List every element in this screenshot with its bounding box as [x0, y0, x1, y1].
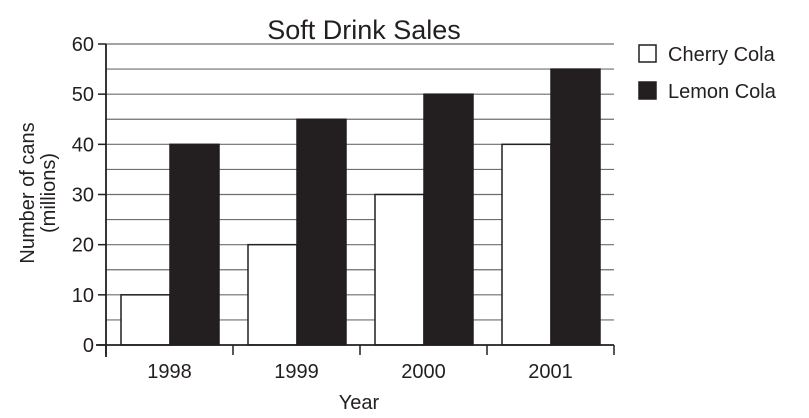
x-tick-label: 2001	[528, 361, 573, 383]
bar-cherry-cola-1999	[247, 243, 298, 346]
bar-cherry-cola-2001	[501, 143, 552, 346]
y-tick-label: 20	[72, 235, 94, 257]
y-tick-label: 0	[83, 335, 94, 357]
bar-lemon-cola-1998	[169, 143, 220, 346]
y-axis-label-line2: (millions)	[38, 153, 60, 233]
bar-lemon-cola-2000	[423, 93, 474, 346]
y-tick-labels: 0 10 20 30 40 50 60	[72, 34, 94, 357]
bar-lemon-cola-2001	[550, 68, 601, 346]
chart-title: Soft Drink Sales	[267, 15, 461, 45]
legend-swatch	[638, 81, 657, 100]
y-tick-label: 50	[72, 84, 94, 106]
bars	[120, 68, 601, 346]
y-tick-label: 10	[72, 285, 94, 307]
x-tick-label: 1999	[274, 361, 319, 383]
x-axis-label: Year	[339, 392, 380, 414]
y-axis-label-line1: Number of cans	[17, 122, 39, 263]
axes	[96, 43, 615, 357]
bar-lemon-cola-1999	[296, 118, 347, 346]
x-tick-label: 2000	[401, 361, 446, 383]
bar-cherry-cola-2000	[374, 193, 425, 346]
y-axis-label: Number of cans (millions)	[17, 122, 60, 263]
legend-swatch	[638, 44, 657, 63]
y-tick-label: 40	[72, 134, 94, 156]
y-tick-label: 30	[72, 185, 94, 207]
legend-label: Lemon Cola	[668, 81, 777, 103]
x-tick-labels: 1998 1999 2000 2001	[147, 361, 573, 383]
legend-label: Cherry Cola	[668, 44, 776, 66]
x-tick-label: 1998	[147, 361, 192, 383]
y-tick-label: 60	[72, 34, 94, 56]
bar-cherry-cola-1998	[120, 294, 171, 346]
legend: Cherry Cola Lemon Cola	[638, 44, 777, 103]
